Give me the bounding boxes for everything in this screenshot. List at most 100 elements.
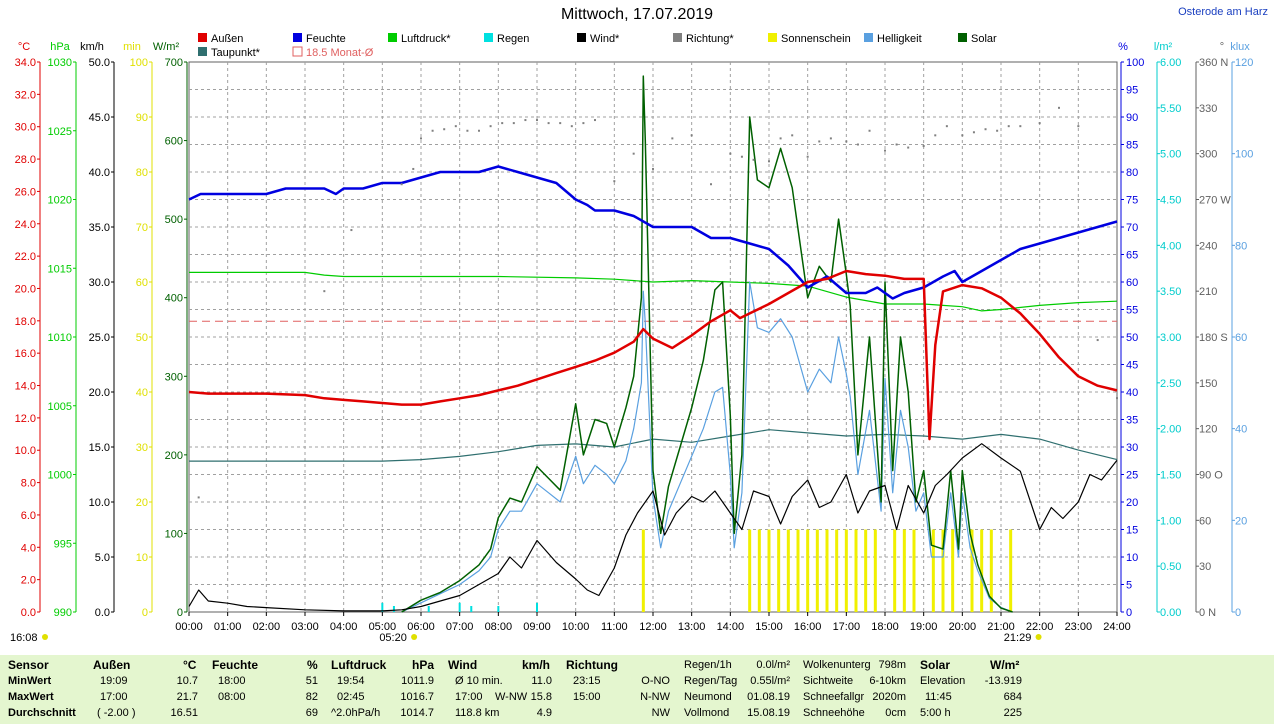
sunrise-icon bbox=[411, 634, 418, 640]
footer-wind-unit: km/h bbox=[522, 658, 551, 672]
direction-point bbox=[934, 134, 937, 137]
sunshine-bar bbox=[951, 529, 955, 612]
direction-point bbox=[961, 134, 964, 137]
footer-luftdruck-header: Luftdruck bbox=[331, 658, 387, 672]
hum-tick-label: 40 bbox=[1126, 387, 1138, 399]
footer-dir-time: 23:15 bbox=[573, 675, 601, 687]
wind-tick-label: 10.0 bbox=[89, 497, 110, 509]
solar-tick-label: 300 bbox=[165, 371, 183, 383]
footer-aussen-time: ( -2.00 ) bbox=[97, 707, 136, 719]
direction-point bbox=[501, 122, 504, 125]
legend-swatch-regen bbox=[484, 33, 493, 42]
temp-tick-label: 2.0 bbox=[21, 575, 36, 587]
min-tick-label: 60 bbox=[136, 277, 148, 289]
footer-wind-value: 15.8 bbox=[530, 691, 552, 703]
hum-tick-label: 100 bbox=[1126, 57, 1144, 69]
solar-tick-label: 400 bbox=[165, 293, 183, 305]
legend: Außen Feuchte Luftdruck* Regen Wind* Richtung… bbox=[198, 33, 997, 59]
x-tick-label: 15:00 bbox=[755, 621, 783, 633]
sunshine-bar bbox=[835, 529, 839, 612]
footer-extra-value: 0.0l/m² bbox=[756, 659, 790, 671]
solar-unit-label: W/m² bbox=[153, 41, 180, 53]
footer-wind-time: Ø 10 min. bbox=[455, 675, 503, 687]
direction-point bbox=[524, 119, 527, 122]
wind-unit-label: km/h bbox=[80, 41, 104, 53]
wind-tick-label: 30.0 bbox=[89, 277, 110, 289]
chart-grid bbox=[188, 61, 1118, 613]
hum-tick-label: 85 bbox=[1126, 140, 1138, 152]
legend-swatch-wind bbox=[577, 33, 586, 42]
temp-tick-label: 30.0 bbox=[15, 122, 36, 134]
footer-extra-value: 01.08.19 bbox=[747, 691, 790, 703]
footer-wind-value: 4.9 bbox=[536, 707, 552, 719]
wind-tick-label: 15.0 bbox=[89, 442, 110, 454]
temp-tick-label: 34.0 bbox=[15, 57, 36, 69]
footer-solar-label: 5:00 h bbox=[920, 707, 951, 719]
hum-tick-label: 20 bbox=[1126, 497, 1138, 509]
footer-solar-label: Elevation bbox=[920, 675, 966, 687]
footer-sensor-header: Sensor bbox=[8, 658, 49, 672]
rain-bar bbox=[470, 606, 473, 612]
x-tick-label: 19:00 bbox=[910, 621, 938, 633]
min-tick-label: 40 bbox=[136, 387, 148, 399]
direction-point bbox=[632, 152, 635, 155]
x-tick-label: 04:00 bbox=[330, 621, 358, 633]
legend-label-solar: Solar bbox=[971, 33, 997, 45]
chart-title: Mittwoch, 17.07.2019 bbox=[560, 6, 714, 23]
sunshine-bar bbox=[748, 529, 752, 612]
brightness-line bbox=[401, 281, 1013, 613]
dir-tick-label: 300 bbox=[1199, 149, 1217, 161]
x-tick-label: 08:00 bbox=[485, 621, 513, 633]
direction-point bbox=[752, 158, 755, 161]
press-tick-label: 995 bbox=[54, 538, 72, 550]
x-tick-label: 10:00 bbox=[562, 621, 590, 633]
rain-bar bbox=[536, 602, 538, 612]
min-tick-label: 10 bbox=[136, 552, 148, 564]
hum-tick-label: 30 bbox=[1126, 442, 1138, 454]
min-tick-label: 50 bbox=[136, 332, 148, 344]
rain-unit-label: l/m² bbox=[1154, 41, 1173, 53]
direction-point bbox=[868, 129, 871, 132]
temp-tick-label: 6.0 bbox=[21, 510, 36, 522]
footer-aussen-time: 19:09 bbox=[100, 675, 128, 687]
rain-tick-label: 5.00 bbox=[1160, 149, 1181, 161]
direction-point bbox=[791, 134, 794, 137]
legend-label-richtung: Richtung* bbox=[686, 33, 734, 45]
hum-tick-label: 15 bbox=[1126, 525, 1138, 537]
legend-swatch-monat bbox=[292, 46, 303, 57]
hum-tick-label: 95 bbox=[1126, 85, 1138, 97]
footer-dir-value: O-NO bbox=[641, 675, 670, 687]
direction-point bbox=[613, 180, 616, 183]
klux-tick-label: 120 bbox=[1235, 57, 1253, 69]
sunshine-bar bbox=[989, 529, 993, 612]
rain-tick-label: 2.50 bbox=[1160, 378, 1181, 390]
rain-tick-label: 5.50 bbox=[1160, 103, 1181, 115]
dir-tick-label: 360 N bbox=[1199, 57, 1228, 69]
x-tick-label: 02:00 bbox=[253, 621, 281, 633]
x-tick-label: 07:00 bbox=[446, 621, 474, 633]
footer-solar-header: Solar bbox=[920, 658, 951, 672]
direction-point bbox=[582, 122, 585, 125]
x-tick-label: 18:00 bbox=[871, 621, 899, 633]
direction-point bbox=[547, 122, 550, 125]
sunshine-bar bbox=[970, 529, 974, 612]
direction-point bbox=[431, 129, 434, 132]
footer-extra-label: Regen/1h bbox=[684, 659, 732, 671]
legend-swatch-feuchte bbox=[293, 33, 302, 42]
direction-point bbox=[884, 149, 886, 152]
direction-point bbox=[412, 167, 415, 170]
rain-tick-label: 0.00 bbox=[1160, 607, 1181, 619]
direction-point bbox=[779, 137, 782, 140]
legend-label-regen: Regen bbox=[497, 33, 529, 45]
direction-point bbox=[594, 119, 596, 122]
footer-press-time: ^2.0hPa/h bbox=[331, 707, 381, 719]
hum-tick-label: 5 bbox=[1126, 580, 1132, 592]
sunshine-bar bbox=[641, 529, 645, 612]
direction-point bbox=[768, 160, 770, 163]
direction-point bbox=[945, 125, 948, 128]
footer-solar-unit: W/m² bbox=[990, 658, 1020, 672]
footer-wind-time: 118.8 km bbox=[455, 707, 500, 719]
temp-unit-label: °C bbox=[18, 41, 30, 53]
klux-unit-label: klux bbox=[1230, 41, 1250, 53]
direction-point bbox=[350, 229, 353, 232]
